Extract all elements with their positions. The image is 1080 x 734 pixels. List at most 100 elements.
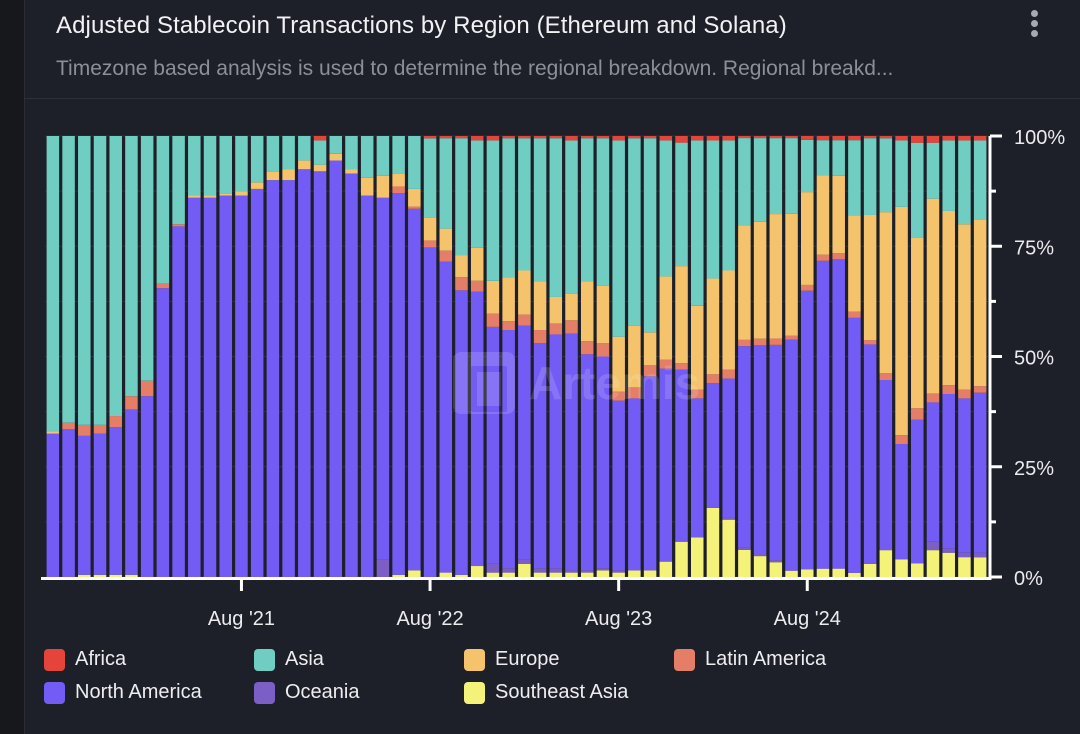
bar-segment-asia[interactable] xyxy=(722,140,735,271)
bar-segment-europe[interactable] xyxy=(408,188,421,207)
bar-segment-asia[interactable] xyxy=(125,136,138,397)
bar-segment-europe[interactable] xyxy=(439,228,453,251)
bar-segment-southeast-asia[interactable] xyxy=(93,574,107,577)
bar-stack[interactable] xyxy=(832,136,845,577)
bar-segment-north-america[interactable] xyxy=(46,433,60,577)
bar-segment-north-america[interactable] xyxy=(78,435,91,575)
bar-segment-oceania[interactable] xyxy=(973,552,987,558)
bar-segment-africa[interactable] xyxy=(848,136,861,141)
bar-segment-asia[interactable] xyxy=(486,140,500,281)
bar-segment-north-america[interactable] xyxy=(596,356,610,569)
bar-segment-north-america[interactable] xyxy=(486,326,500,564)
bar-segment-north-america[interactable] xyxy=(423,247,437,577)
bar-segment-oceania[interactable] xyxy=(486,563,500,573)
bar-segment-latin-america[interactable] xyxy=(706,374,720,384)
bar-segment-asia[interactable] xyxy=(895,140,908,207)
bar-segment-latin-america[interactable] xyxy=(690,389,704,399)
bar-segment-europe[interactable] xyxy=(690,305,704,390)
bar-segment-africa[interactable] xyxy=(565,136,578,141)
bar-segment-latin-america[interactable] xyxy=(423,240,437,248)
legend-item-southeast-asia[interactable]: Southeast Asia xyxy=(464,681,628,704)
bar-segment-africa[interactable] xyxy=(911,136,924,143)
bar-segment-asia[interactable] xyxy=(266,136,280,172)
bar-stack[interactable] xyxy=(738,136,751,577)
bar-segment-north-america[interactable] xyxy=(156,288,170,577)
chart-subtitle[interactable]: Timezone based analysis is used to deter… xyxy=(56,57,894,80)
bar-stack[interactable] xyxy=(958,136,971,577)
bar-segment-europe[interactable] xyxy=(832,175,845,254)
bar-segment-latin-america[interactable] xyxy=(580,341,594,355)
bar-segment-europe[interactable] xyxy=(219,193,232,196)
bar-segment-asia[interactable] xyxy=(958,140,971,225)
bar-segment-asia[interactable] xyxy=(596,138,610,286)
bar-segment-oceania[interactable] xyxy=(958,552,971,558)
bar-segment-north-america[interactable] xyxy=(628,398,641,571)
bar-segment-asia[interactable] xyxy=(580,138,594,282)
bar-segment-africa[interactable] xyxy=(596,136,610,139)
bar-segment-latin-america[interactable] xyxy=(596,343,610,357)
bar-segment-southeast-asia[interactable] xyxy=(879,550,893,577)
bar-segment-europe[interactable] xyxy=(926,198,940,394)
bar-segment-asia[interactable] xyxy=(78,136,91,425)
bar-segment-europe[interactable] xyxy=(502,277,515,322)
bar-segment-north-america[interactable] xyxy=(753,345,767,555)
bar-segment-europe[interactable] xyxy=(392,173,405,187)
bar-segment-southeast-asia[interactable] xyxy=(706,507,720,577)
bar-segment-europe[interactable] xyxy=(706,278,720,375)
bar-segment-north-america[interactable] xyxy=(125,409,138,575)
bar-segment-africa[interactable] xyxy=(549,136,563,139)
bar-segment-oceania[interactable] xyxy=(753,554,767,557)
bar-stack[interactable] xyxy=(722,136,735,577)
bar-segment-europe[interactable] xyxy=(470,247,484,281)
bar-segment-europe[interactable] xyxy=(250,182,264,189)
bar-segment-europe[interactable] xyxy=(486,280,500,314)
bar-segment-latin-america[interactable] xyxy=(832,253,845,260)
bar-segment-north-america[interactable] xyxy=(863,344,877,564)
bar-segment-asia[interactable] xyxy=(235,136,248,192)
bar-segment-southeast-asia[interactable] xyxy=(549,572,563,577)
bar-segment-asia[interactable] xyxy=(690,140,704,306)
bar-stack[interactable] xyxy=(46,136,60,577)
bar-segment-north-america[interactable] xyxy=(942,393,955,549)
bar-segment-europe[interactable] xyxy=(282,169,295,181)
bar-segment-europe[interactable] xyxy=(46,431,60,434)
bar-segment-europe[interactable] xyxy=(235,191,248,196)
bar-segment-africa[interactable] xyxy=(958,136,971,141)
bar-segment-southeast-asia[interactable] xyxy=(486,572,500,577)
bar-segment-asia[interactable] xyxy=(675,142,688,267)
bar-segment-latin-america[interactable] xyxy=(675,363,688,370)
bar-segment-europe[interactable] xyxy=(376,175,390,198)
bar-segment-asia[interactable] xyxy=(470,140,484,248)
bar-stack[interactable] xyxy=(816,136,830,577)
bar-segment-asia[interactable] xyxy=(62,136,75,423)
bar-segment-southeast-asia[interactable] xyxy=(769,562,783,577)
bar-stack[interactable] xyxy=(156,136,170,577)
bar-segment-asia[interactable] xyxy=(172,136,185,225)
bar-segment-europe[interactable] xyxy=(549,296,563,324)
bar-segment-latin-america[interactable] xyxy=(109,416,122,428)
bar-segment-asia[interactable] xyxy=(329,136,343,154)
bar-segment-north-america[interactable] xyxy=(549,334,563,569)
bar-segment-southeast-asia[interactable] xyxy=(895,559,908,577)
bar-segment-europe[interactable] xyxy=(785,213,798,336)
bar-segment-asia[interactable] xyxy=(643,138,657,333)
bar-segment-europe[interactable] xyxy=(628,325,641,388)
bar-segment-southeast-asia[interactable] xyxy=(926,550,940,577)
bar-segment-europe[interactable] xyxy=(360,177,374,196)
bar-segment-asia[interactable] xyxy=(706,140,720,279)
bar-segment-southeast-asia[interactable] xyxy=(753,556,767,577)
bar-stack[interactable] xyxy=(266,136,280,577)
bar-stack[interactable] xyxy=(801,136,814,577)
bar-segment-europe[interactable] xyxy=(580,281,594,342)
bar-segment-asia[interactable] xyxy=(785,138,798,214)
bar-segment-southeast-asia[interactable] xyxy=(863,563,877,577)
bar-segment-north-america[interactable] xyxy=(266,180,280,577)
bar-segment-north-america[interactable] xyxy=(345,173,358,578)
bar-segment-latin-america[interactable] xyxy=(973,386,987,393)
bar-segment-latin-america[interactable] xyxy=(439,250,453,262)
bar-segment-africa[interactable] xyxy=(580,136,594,139)
bar-segment-asia[interactable] xyxy=(188,136,201,196)
bar-segment-latin-america[interactable] xyxy=(565,320,578,334)
bar-segment-southeast-asia[interactable] xyxy=(439,572,453,577)
bar-segment-latin-america[interactable] xyxy=(62,422,75,430)
